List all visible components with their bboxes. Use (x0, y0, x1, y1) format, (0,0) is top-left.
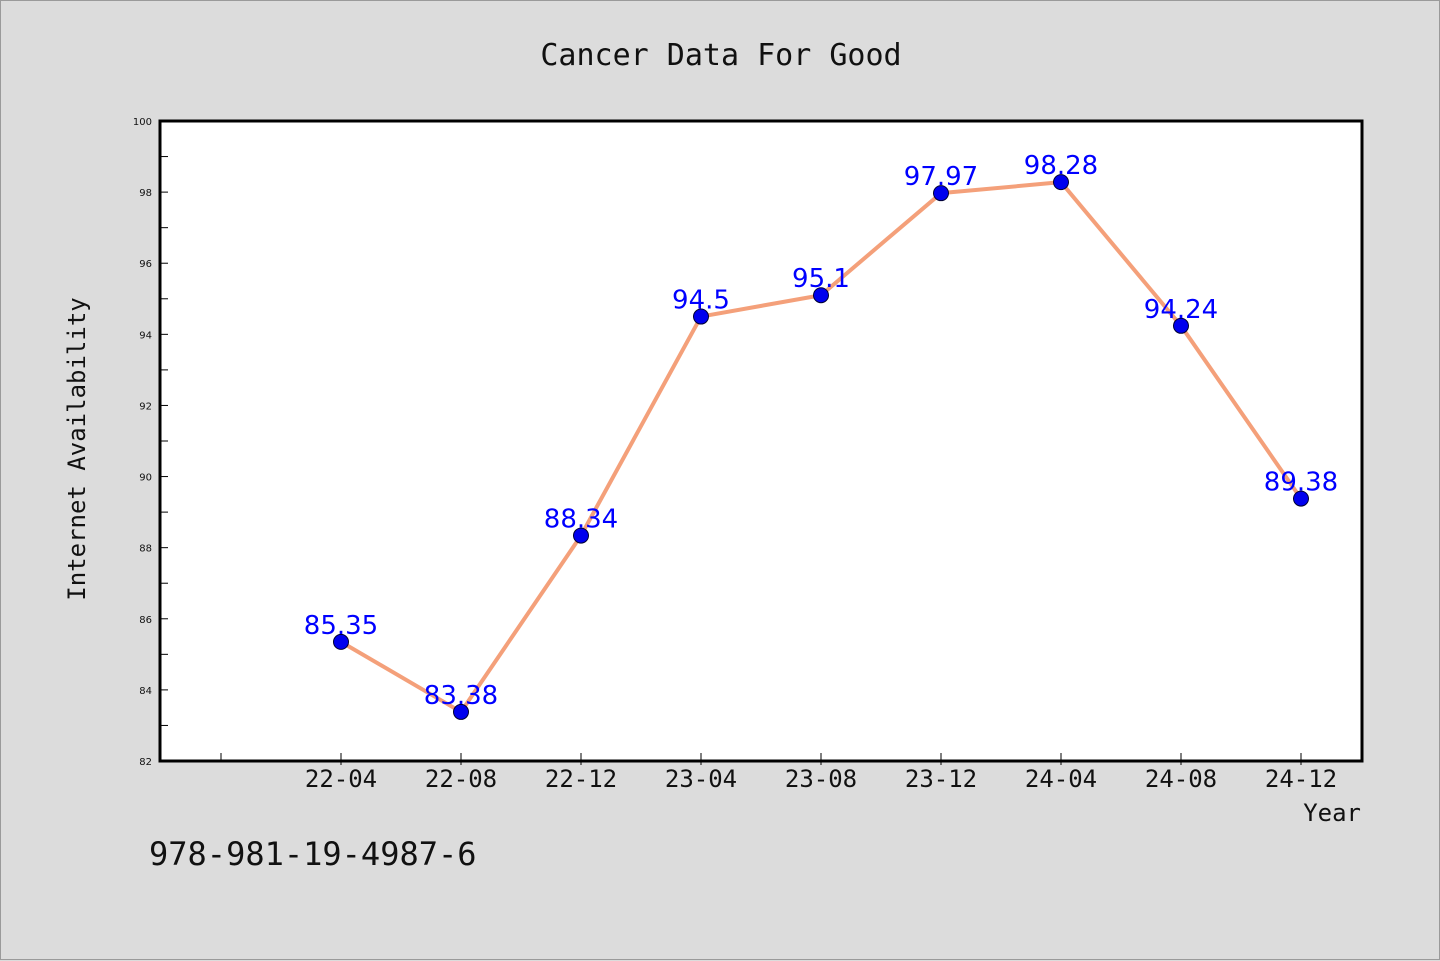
y-tick-label: 94 (139, 330, 152, 341)
data-point (1293, 490, 1309, 507)
data-point (693, 308, 709, 325)
data-point (1053, 174, 1069, 191)
x-tick-label: 22-04 (305, 765, 377, 793)
isbn-code: 978-981-19-4987-6 (149, 835, 477, 873)
data-point (573, 527, 589, 544)
y-axis: 82 84 86 88 90 92 94 96 98 100 (133, 117, 168, 768)
data-label: 94.5 (672, 286, 730, 316)
data-label: 83.38 (424, 681, 498, 711)
y-tick-label: 82 (139, 757, 152, 768)
data-point (333, 633, 349, 650)
data-point (813, 287, 829, 304)
y-tick-label: 84 (139, 686, 152, 697)
x-tick-label: 24-08 (1145, 765, 1217, 793)
x-axis-label: Year (1303, 799, 1361, 827)
y-tick-label: 88 (139, 544, 152, 555)
y-tick-label: 86 (139, 615, 152, 626)
data-point (933, 185, 949, 202)
plot-area (158, 119, 1364, 763)
data-label: 97.97 (904, 162, 978, 192)
x-tick-label: 24-12 (1265, 765, 1337, 793)
data-label: 88.34 (544, 505, 618, 535)
series-line (333, 174, 1309, 720)
data-label: 94.24 (1144, 295, 1218, 325)
x-tick-label: 23-08 (785, 765, 857, 793)
x-tick-label: 22-12 (545, 765, 617, 793)
x-axis: 22-04 22-08 22-12 23-04 23-08 23-12 24-04 24-08… (220, 753, 1337, 793)
data-labels: 85.35 83.38 88.34 94.5 95.1 97.97 98.28 94.24 89… (304, 151, 1338, 711)
data-label: 85.35 (304, 611, 378, 641)
x-tick-label: 22-08 (425, 765, 497, 793)
y-tick-label: 98 (139, 188, 152, 199)
x-tick-label: 24-04 (1025, 765, 1097, 793)
data-label: 95.1 (792, 264, 850, 294)
data-point (1173, 317, 1189, 334)
data-label: 89.38 (1264, 468, 1338, 498)
data-point (453, 703, 469, 720)
y-tick-label: 92 (139, 401, 152, 412)
x-tick-label: 23-12 (905, 765, 977, 793)
y-tick-label: 100 (133, 117, 152, 128)
data-label: 98.28 (1024, 151, 1098, 181)
y-axis-label: Internet Availability (63, 297, 91, 600)
chart-title: Cancer Data For Good (540, 38, 901, 73)
y-tick-label: 90 (139, 473, 152, 484)
x-tick-label: 23-04 (665, 765, 737, 793)
y-tick-label: 96 (139, 259, 152, 270)
